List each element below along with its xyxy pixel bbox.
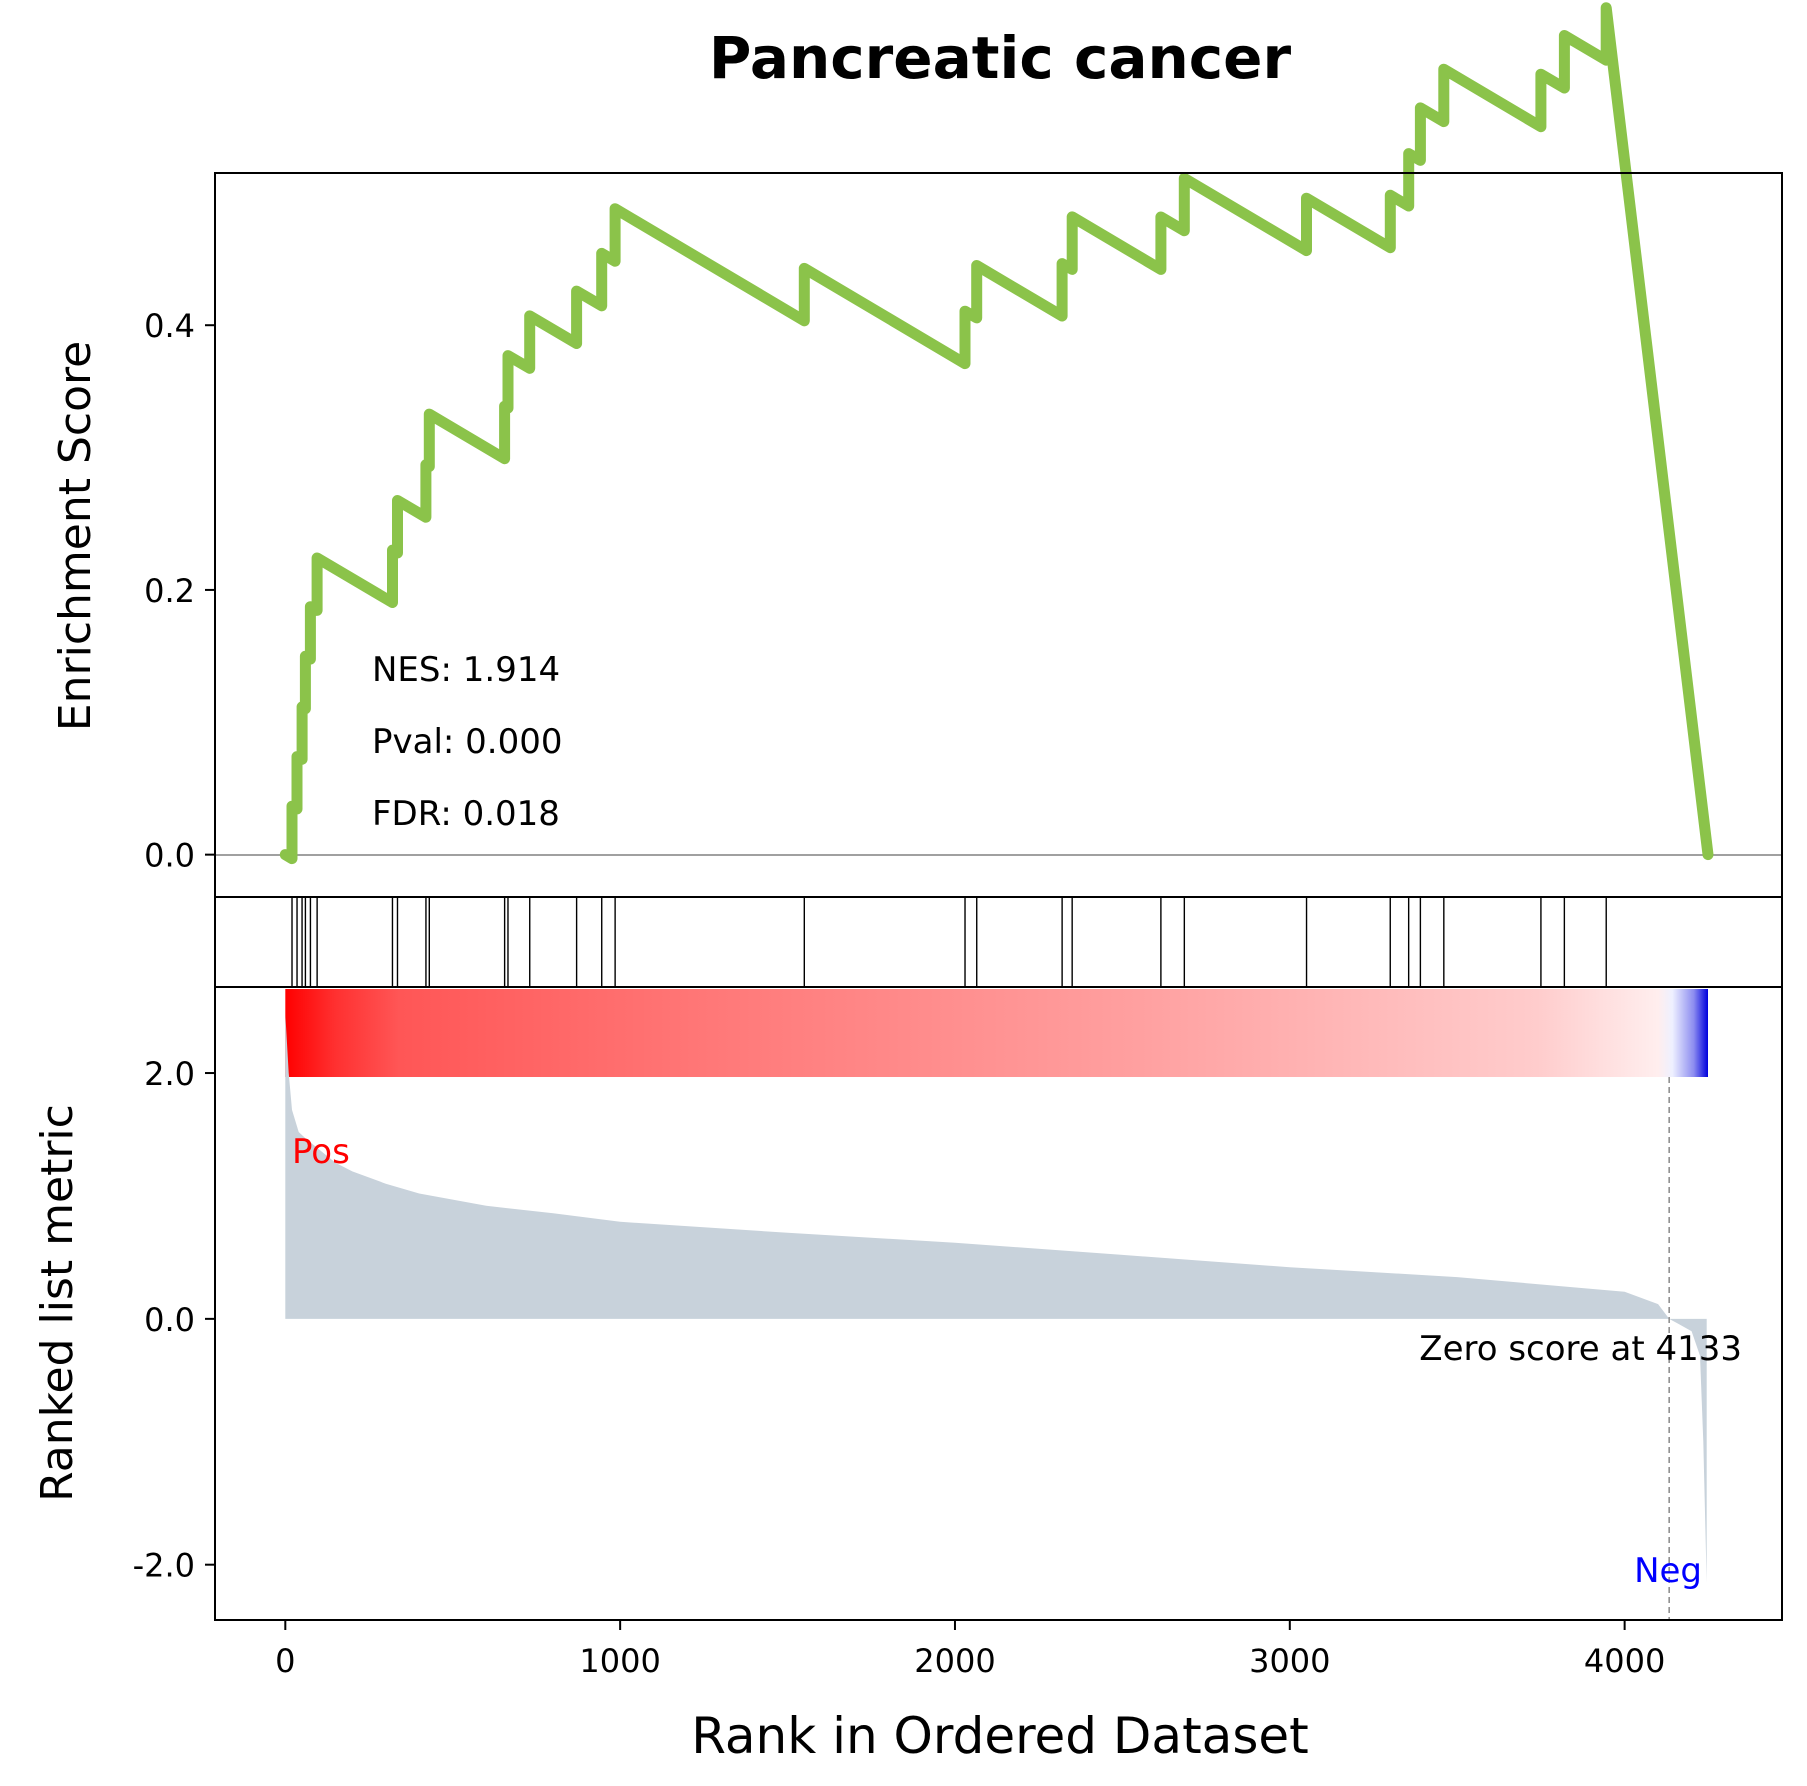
rank-y-tick-label: -2.0	[133, 1547, 195, 1585]
zero-score-label: Zero score at 4133	[1419, 1329, 1742, 1369]
rank-heatmap-bar	[285, 989, 1709, 1077]
x-tick-label: 1000	[579, 1642, 660, 1680]
rank-y-axis-label: Ranked list metric	[32, 1104, 83, 1502]
hit-marks-panel	[214, 896, 1783, 988]
chart-title: Pancreatic cancer	[709, 24, 1292, 92]
es-y-tick-label: 0.0	[144, 837, 195, 875]
es-y-axis-label: Enrichment Score	[50, 341, 101, 731]
x-axis: 0 1000 2000 3000 4000	[275, 1620, 1665, 1680]
es-y-tick-label: 0.4	[144, 307, 195, 345]
x-tick-label: 0	[275, 1642, 295, 1680]
x-tick-label: 3000	[1249, 1642, 1330, 1680]
ranked-metric-panel: 2.0 0.0 -2.0 Pos Neg Zero score at 4133 Ra…	[32, 986, 1783, 1621]
es-y-axis: 0.0 0.2 0.4	[144, 307, 215, 875]
pos-label: Pos	[292, 1132, 350, 1172]
x-axis-label: Rank in Ordered Dataset	[691, 1707, 1308, 1765]
es-curve	[279, 2, 1714, 865]
rank-y-tick-label: 0.0	[144, 1301, 195, 1339]
rank-panel-frame	[214, 986, 1783, 1621]
hits-panel-frame	[214, 896, 1783, 988]
pval-annotation: Pval: 0.000	[372, 722, 563, 762]
enrichment-score-panel: 0.0 0.2 0.4 Enrichment Score NES: 1.914 Pv…	[50, 2, 1783, 898]
ranked-metric-area	[285, 1014, 1707, 1584]
fdr-annotation: FDR: 0.018	[372, 794, 560, 834]
x-tick-label: 2000	[914, 1642, 995, 1680]
x-tick-label: 4000	[1584, 1642, 1665, 1680]
rank-y-tick-label: 2.0	[144, 1055, 195, 1093]
es-y-tick-label: 0.2	[144, 572, 195, 610]
rank-y-axis: 2.0 0.0 -2.0	[133, 1055, 215, 1585]
neg-label: Neg	[1634, 1551, 1702, 1591]
hit-lines	[291, 897, 1607, 987]
nes-annotation: NES: 1.914	[372, 650, 560, 690]
